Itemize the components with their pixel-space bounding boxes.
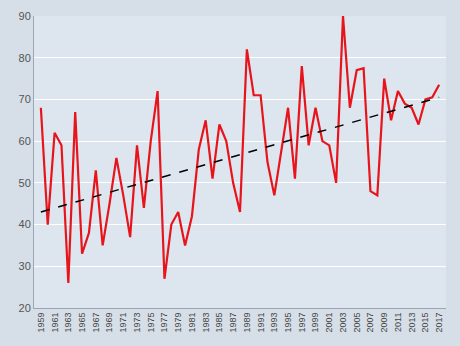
- svg-text:1985: 1985: [214, 313, 224, 333]
- svg-text:1989: 1989: [242, 313, 252, 333]
- svg-text:1981: 1981: [187, 313, 197, 333]
- svg-text:1991: 1991: [256, 313, 266, 333]
- svg-text:2001: 2001: [324, 313, 334, 333]
- svg-text:1961: 1961: [50, 313, 60, 333]
- svg-text:1999: 1999: [310, 313, 320, 333]
- svg-text:1973: 1973: [132, 313, 142, 333]
- svg-text:1965: 1965: [77, 313, 87, 333]
- svg-text:1971: 1971: [118, 313, 128, 333]
- svg-text:1975: 1975: [146, 313, 156, 333]
- svg-text:2009: 2009: [379, 313, 389, 333]
- svg-text:1979: 1979: [173, 313, 183, 333]
- svg-text:80: 80: [19, 52, 31, 64]
- svg-text:70: 70: [19, 93, 31, 105]
- svg-text:1977: 1977: [159, 313, 169, 333]
- svg-text:2013: 2013: [407, 313, 417, 333]
- svg-text:30: 30: [19, 260, 31, 272]
- svg-text:20: 20: [19, 302, 31, 314]
- svg-text:1995: 1995: [283, 313, 293, 333]
- svg-text:2005: 2005: [352, 313, 362, 333]
- svg-text:60: 60: [19, 135, 31, 147]
- svg-text:1983: 1983: [201, 313, 211, 333]
- svg-text:1969: 1969: [104, 313, 114, 333]
- svg-text:2007: 2007: [365, 313, 375, 333]
- svg-text:50: 50: [19, 177, 31, 189]
- svg-text:90: 90: [19, 10, 31, 22]
- svg-text:1963: 1963: [63, 313, 73, 333]
- svg-text:40: 40: [19, 218, 31, 230]
- svg-text:2011: 2011: [393, 313, 403, 332]
- svg-text:1967: 1967: [91, 313, 101, 333]
- svg-text:1987: 1987: [228, 313, 238, 333]
- svg-text:2003: 2003: [338, 313, 348, 333]
- svg-text:1959: 1959: [36, 313, 46, 333]
- svg-text:2017: 2017: [434, 313, 444, 333]
- svg-text:1997: 1997: [297, 313, 307, 333]
- svg-text:2015: 2015: [420, 313, 430, 333]
- svg-text:1993: 1993: [269, 313, 279, 333]
